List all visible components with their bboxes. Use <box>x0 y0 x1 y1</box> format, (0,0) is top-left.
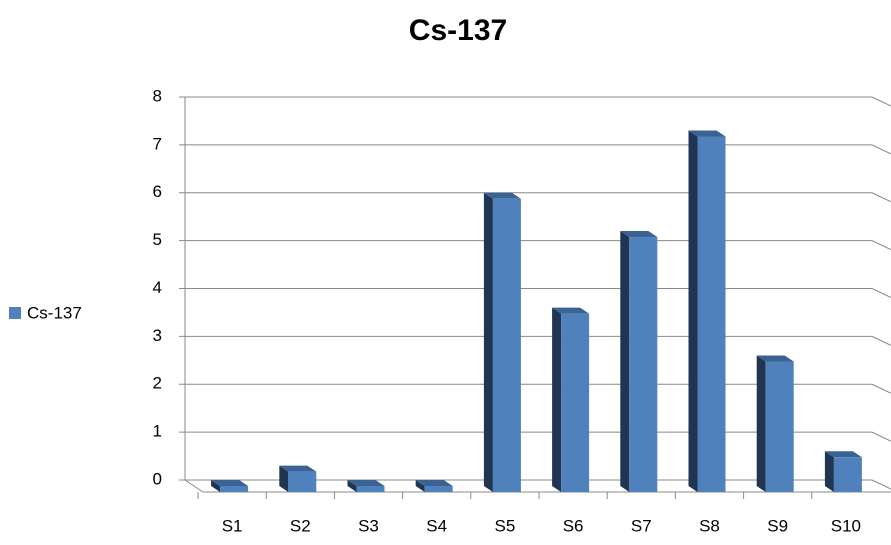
x-tick-label: S5 <box>495 516 516 535</box>
y-tick-label: 4 <box>153 278 162 297</box>
y-tick-label: 2 <box>153 374 162 393</box>
y-tick-label: 1 <box>153 422 162 441</box>
x-tick-label: S2 <box>290 516 311 535</box>
bar-top <box>552 307 590 314</box>
bar <box>211 480 249 492</box>
legend-label: Cs-137 <box>27 303 82 322</box>
bar-front <box>697 136 726 492</box>
bar-top <box>756 355 794 362</box>
bar-front <box>629 237 658 492</box>
bar <box>279 465 317 492</box>
grid-line-side <box>871 479 891 490</box>
y-tick-label: 3 <box>153 326 162 345</box>
chart-title: Cs-137 <box>409 14 507 47</box>
x-tick-label: S10 <box>831 516 861 535</box>
bar <box>415 480 453 492</box>
bar-top <box>620 231 658 238</box>
bar-side <box>211 480 221 492</box>
bar-side <box>620 231 630 493</box>
bar-side <box>688 130 698 492</box>
bar-front <box>424 486 453 492</box>
x-tick-label: S3 <box>358 516 379 535</box>
bar-front <box>833 457 862 492</box>
y-tick-label: 0 <box>153 469 162 488</box>
bar-side <box>347 480 357 492</box>
bar-front <box>356 486 385 492</box>
bar <box>483 192 521 492</box>
bar-side <box>552 307 562 492</box>
bar-top <box>211 480 249 486</box>
grid-line-side <box>871 288 891 298</box>
bar-top <box>415 480 453 486</box>
grid-line-side <box>871 240 891 251</box>
grid-line-side <box>871 431 891 442</box>
bar-top <box>347 480 385 486</box>
floor-edge <box>184 479 204 493</box>
bar <box>688 130 726 492</box>
bar-front <box>288 471 317 492</box>
grid-line-side <box>871 144 891 155</box>
bar-side <box>824 451 834 492</box>
bar-front <box>561 313 590 492</box>
bar <box>756 355 794 492</box>
legend-swatch <box>9 307 21 319</box>
x-tick-label: S7 <box>631 516 652 535</box>
bar-top <box>824 451 862 458</box>
x-tick-label: S9 <box>767 516 788 535</box>
bar-front <box>220 486 249 492</box>
bar-top <box>483 192 521 199</box>
x-tick-label: S1 <box>222 516 243 535</box>
bar-front <box>492 198 521 492</box>
y-tick-label: 5 <box>153 230 162 249</box>
bar <box>347 480 385 492</box>
grid-line-side <box>871 383 891 394</box>
x-tick-label: S6 <box>563 516 584 535</box>
bar <box>824 451 862 492</box>
bar-side <box>415 480 425 492</box>
grid-line-side <box>871 335 891 346</box>
bar <box>620 231 658 493</box>
bar-top <box>279 465 317 472</box>
bar-front <box>765 361 794 492</box>
x-tick-label: S4 <box>426 516 447 535</box>
bar-side <box>279 465 289 492</box>
bar <box>552 307 590 492</box>
bar-top <box>688 130 726 137</box>
grid-line-side <box>871 96 891 107</box>
y-tick-label: 6 <box>153 182 162 201</box>
bar-side <box>483 192 493 492</box>
grid-line-side <box>871 192 891 203</box>
y-tick-label: 7 <box>153 134 162 153</box>
x-tick-label: S8 <box>699 516 720 535</box>
bar-side <box>756 355 766 492</box>
y-tick-label: 8 <box>153 86 162 105</box>
